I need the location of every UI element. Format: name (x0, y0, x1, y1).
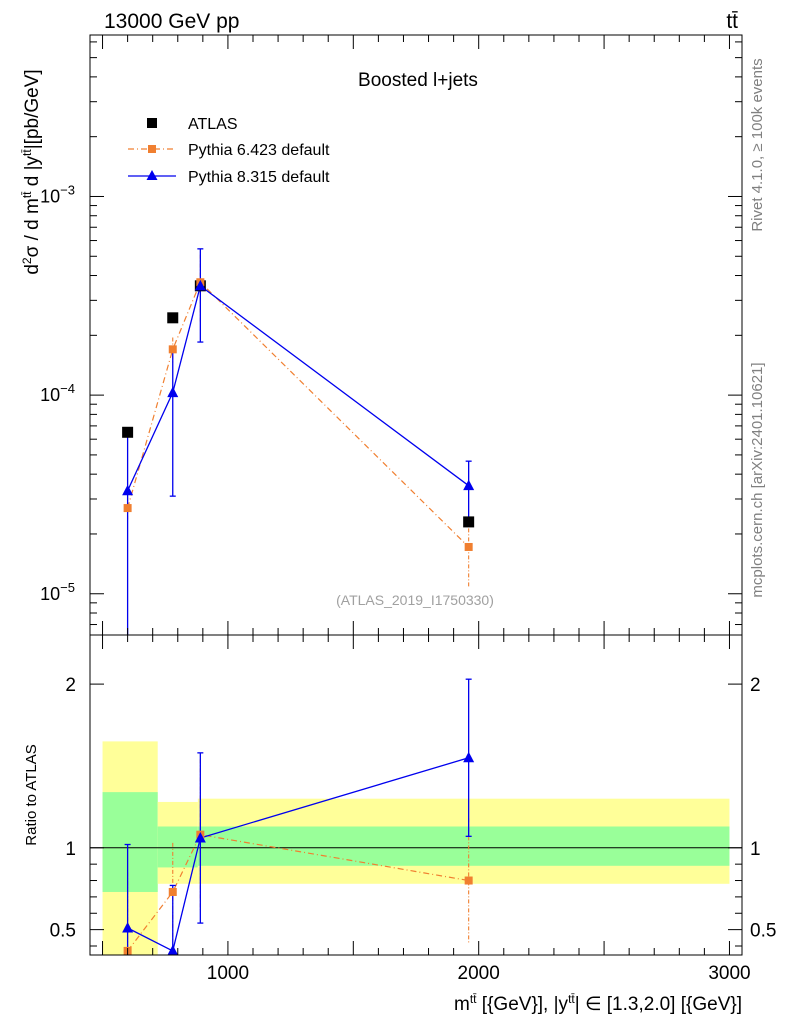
legend-label-pythia8: Pythia 8.315 default (188, 169, 330, 186)
ratio-y-tick-label-left: 2 (65, 675, 76, 696)
pythia6-line (127, 281, 470, 548)
main-y-tick-label: 10−5 (40, 580, 75, 604)
ratio-pythia8-marker (194, 831, 206, 843)
ratio-pythia6-marker (464, 876, 473, 885)
ratio-pythia8-marker (122, 921, 134, 933)
watermark-label: (ATLAS_2019_I1750330) (336, 592, 494, 608)
ratio-pythia8-line (127, 757, 469, 952)
ratio-band-inner (197, 826, 730, 866)
ratio-y-tick-label-right: 0.5 (750, 921, 776, 942)
ratio-y-axis-label: Ratio to ATLAS (23, 744, 40, 845)
legend-label-atlas: ATLAS (188, 116, 238, 133)
pythia8-marker (122, 484, 134, 496)
rivet-label: Rivet 4.1.0, ≥ 100k events (749, 58, 766, 231)
legend-label-pythia6: Pythia 6.423 default (188, 142, 330, 159)
pythia6-marker (123, 504, 132, 513)
ratio-pythia8-marker (167, 944, 179, 956)
ratio-y-tick-label-left: 1 (65, 839, 76, 860)
pythia8-marker (463, 479, 475, 491)
ratio-panel: 0.5 0.5 1 1 2 2 1000 2000 3000 Ratio to ATLAS mt… (23, 634, 776, 1015)
atlas-data-point (167, 312, 179, 324)
ratio-frame (89, 634, 743, 956)
atlas-data-point (463, 516, 475, 528)
x-tick-label: 1000 (207, 963, 249, 984)
ratio-y-tick-label-left: 0.5 (50, 921, 76, 942)
ratio-band-inner (102, 792, 158, 892)
x-tick-label: 2000 (458, 963, 500, 984)
ratio-y-tick-label-right: 1 (750, 839, 761, 860)
main-y-axis-label: d2σ / d mtt̄ d |ytt̄|[pb/GeV] (20, 69, 43, 274)
process-label: tt̄ (726, 10, 738, 33)
x-tick-label: 3000 (708, 963, 750, 984)
ratio-pythia8-marker (463, 751, 475, 763)
main-panel: 10−5 10−4 10−3 Boosted l+jets (ATLAS_2019_… (20, 34, 743, 636)
x-axis-label: mtt̄ [{GeV}], |ytt̄| ∈ [1.3,2.0] [{GeV}] (454, 992, 742, 1015)
energy-label: 13000 GeV pp (104, 10, 239, 33)
ratio-y-tick-label-right: 2 (750, 675, 761, 696)
pythia6-marker (464, 542, 473, 551)
pythia6-marker (168, 345, 177, 354)
legend-marker-atlas (147, 118, 157, 128)
main-y-tick-label: 10−4 (40, 381, 75, 405)
pythia8-marker (167, 386, 179, 398)
pythia8-marker (194, 279, 206, 291)
mcplots-label: mcplots.cern.ch [arXiv:2401.10621] (749, 362, 766, 597)
ratio-pythia6-line (127, 834, 469, 952)
ratio-pythia6-marker (168, 887, 177, 896)
legend-marker-pythia6 (148, 145, 156, 153)
ratio-band-inner (157, 826, 198, 868)
pythia8-line (127, 284, 470, 492)
legend: ATLAS Pythia 6.423 default Pythia 8.315 … (128, 116, 330, 186)
legend-marker-pythia8 (146, 170, 158, 180)
atlas-data-point (122, 426, 134, 438)
main-y-tick-label: 10−3 (40, 182, 75, 206)
main-title: Boosted l+jets (358, 70, 478, 91)
